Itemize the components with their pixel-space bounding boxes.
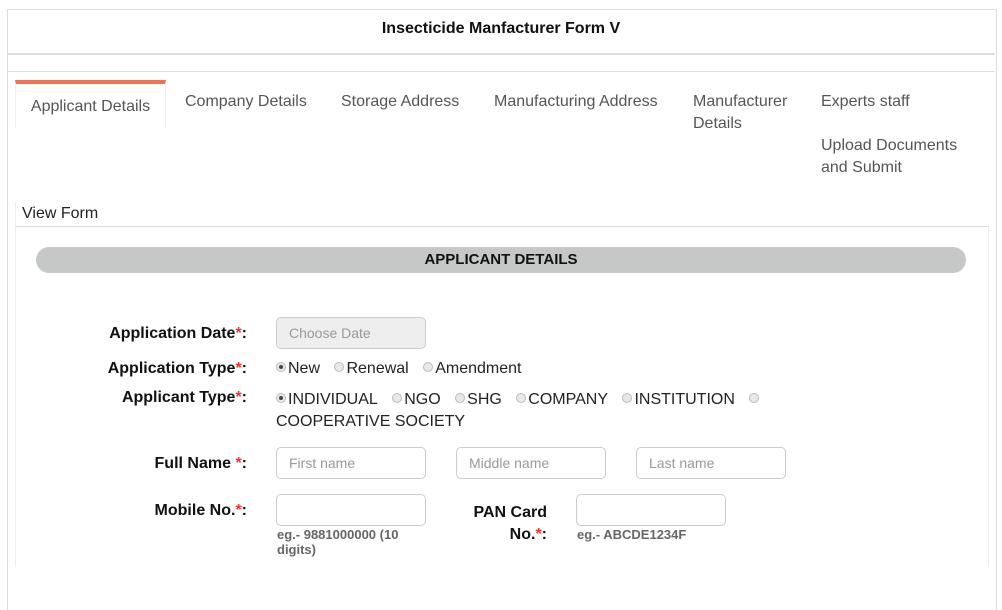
- applicant-type-label: Applicant Type*:: [121, 389, 247, 406]
- application-date-label: Application Date*:: [109, 325, 247, 342]
- radio-checked-icon: [276, 392, 286, 403]
- radio-icon: [455, 392, 466, 403]
- tab-applicant-details[interactable]: Applicant Details: [15, 80, 166, 128]
- pan-label: PAN Card No.*:: [473, 504, 548, 543]
- tab-upload-documents[interactable]: Upload Documents and Submit: [821, 137, 958, 176]
- form-panel: [15, 226, 989, 567]
- radio-ngo[interactable]: NGO: [392, 391, 441, 408]
- tab-storage-address[interactable]: Storage Address: [341, 93, 460, 110]
- radio-individual[interactable]: INDIVIDUAL: [276, 391, 378, 408]
- pan-hint: eg.- ABCDE1234F: [577, 527, 687, 542]
- mobile-hint: eg.- 9881000000 (10 digits): [277, 527, 399, 557]
- radio-icon: [516, 392, 527, 403]
- application-type-label: Application Type*:: [107, 360, 247, 377]
- mobile-label: Mobile No.*:: [154, 502, 247, 519]
- application-date-input[interactable]: [276, 317, 426, 349]
- radio-renewal[interactable]: Renewal: [334, 360, 409, 377]
- radio-amendment[interactable]: Amendment: [423, 360, 521, 377]
- last-name-input[interactable]: [636, 447, 786, 479]
- section-header: APPLICANT DETAILS: [36, 247, 966, 273]
- radio-icon: [749, 392, 760, 403]
- radio-shg[interactable]: SHG: [455, 391, 502, 408]
- mobile-input[interactable]: [276, 494, 426, 526]
- applicant-type-radio-group: INDIVIDUAL NGO SHG COMPANY INSTITUTION C…: [276, 389, 776, 433]
- page-title: Insecticide Manfacturer Form V: [7, 9, 995, 55]
- radio-icon: [423, 361, 434, 372]
- header-strip: [7, 55, 995, 72]
- radio-icon: [334, 361, 345, 372]
- radio-new[interactable]: New: [276, 360, 320, 377]
- radio-company[interactable]: COMPANY: [516, 391, 608, 408]
- full-name-label: Full Name *:: [154, 455, 247, 472]
- tab-view-form[interactable]: View Form: [15, 202, 104, 226]
- radio-checked-icon: [276, 361, 286, 372]
- middle-name-input[interactable]: [456, 447, 606, 479]
- application-type-radio-group: New Renewal Amendment: [276, 360, 531, 378]
- form-frame: [7, 9, 997, 610]
- pan-input[interactable]: [576, 494, 726, 526]
- tab-company-details[interactable]: Company Details: [185, 93, 307, 110]
- tab-manufacturer-details[interactable]: Manufacturer Details: [693, 93, 788, 132]
- radio-icon: [392, 392, 403, 403]
- radio-icon: [622, 392, 633, 403]
- first-name-input[interactable]: [276, 447, 426, 479]
- tab-manufacturing-address[interactable]: Manufacturing Address: [494, 93, 658, 110]
- tab-experts-staff[interactable]: Experts staff: [821, 93, 910, 110]
- radio-cooperative-society[interactable]: COOPERATIVE SOCIETY: [276, 391, 761, 430]
- radio-institution[interactable]: INSTITUTION: [622, 391, 735, 408]
